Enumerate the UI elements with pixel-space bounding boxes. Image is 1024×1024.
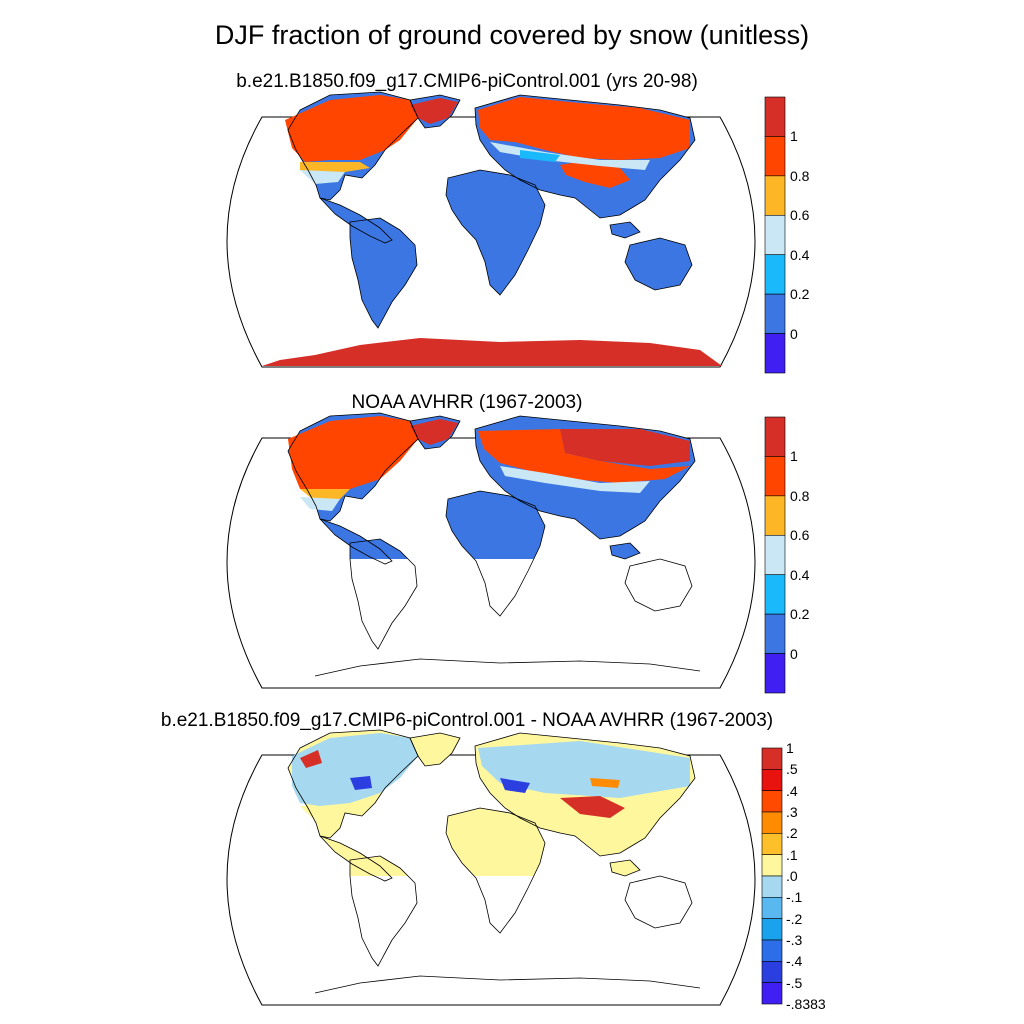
colorbar-tick-label: -.2 bbox=[786, 910, 803, 927]
snow-field bbox=[288, 413, 695, 559]
colorbar-swatch bbox=[761, 875, 783, 898]
colorbar-swatch bbox=[761, 961, 783, 983]
colorbar-swatch bbox=[761, 939, 783, 962]
colorbar-swatch bbox=[761, 769, 783, 791]
colorbar-panel-1 bbox=[764, 96, 786, 374]
colorbar-swatch bbox=[764, 293, 786, 334]
colorbar-tick-label: -.8383 bbox=[786, 996, 826, 1012]
colorbar-tick-label: 1 bbox=[786, 740, 794, 756]
colorbar-tick-label: .1 bbox=[786, 846, 798, 863]
colorbar-swatch bbox=[764, 613, 786, 654]
colorbar-swatch bbox=[764, 136, 786, 177]
colorbar-tick-label: -.1 bbox=[786, 889, 803, 906]
panel-1-title: b.e21.B1850.f09_g17.CMIP6-piControl.001 … bbox=[236, 71, 698, 92]
colorbar-swatch bbox=[761, 747, 783, 770]
colorbar-panel-3 bbox=[761, 747, 783, 1005]
colorbar-tick-label: .5 bbox=[786, 761, 798, 778]
colorbar-swatch bbox=[764, 574, 786, 615]
colorbar-tick-label: 0.6 bbox=[790, 527, 810, 544]
colorbar-tick-label: -.4 bbox=[786, 953, 803, 970]
colorbar-swatch bbox=[761, 811, 783, 834]
colorbar-swatch bbox=[761, 982, 783, 1005]
colorbar-swatch bbox=[764, 416, 786, 457]
colorbar-swatch bbox=[764, 254, 786, 295]
colorbar-tick-label: 0 bbox=[790, 325, 798, 342]
figure-title: DJF fraction of ground covered by snow (… bbox=[214, 20, 810, 50]
colorbar-swatch bbox=[764, 214, 786, 256]
colorbar-tick-label: 0.8 bbox=[790, 487, 810, 504]
colorbar-tick-label: 0.2 bbox=[790, 606, 810, 623]
colorbar-tick-label: 0.8 bbox=[790, 167, 810, 184]
colorbar-tick-label: .0 bbox=[786, 868, 798, 884]
colorbar-tick-label: -.5 bbox=[786, 974, 803, 991]
panel-3-title: b.e21.B1850.f09_g17.CMIP6-piControl.001 … bbox=[160, 710, 774, 731]
colorbar-swatch bbox=[764, 456, 786, 497]
colorbar-panel-2 bbox=[764, 416, 786, 694]
colorbar-swatch bbox=[764, 534, 786, 576]
colorbar-swatch bbox=[761, 897, 783, 919]
colorbar-tick-label: 0.4 bbox=[790, 246, 810, 263]
colorbar-tick-label: 1 bbox=[790, 448, 798, 465]
colorbar-tick-label: 1 bbox=[790, 128, 798, 145]
colorbar-tick-label: 0.4 bbox=[790, 566, 810, 583]
colorbar-tick-label: 0.6 bbox=[790, 207, 810, 224]
colorbar-tick-label: .2 bbox=[786, 825, 798, 842]
snow-field bbox=[262, 92, 722, 366]
colorbar-tick-label: 0 bbox=[790, 645, 798, 662]
colorbar-swatch bbox=[761, 918, 783, 941]
map-panel-1 bbox=[226, 91, 756, 368]
colorbar-swatch bbox=[761, 854, 783, 877]
colorbar-swatch bbox=[761, 790, 783, 813]
colorbar-tick-label: .3 bbox=[786, 804, 798, 820]
colorbar-swatch bbox=[764, 96, 786, 137]
colorbar-swatch bbox=[764, 495, 786, 536]
map-panel-2 bbox=[226, 412, 756, 689]
colorbar-swatch bbox=[764, 333, 786, 374]
difference-field bbox=[288, 730, 695, 876]
panel-2-title: NOAA AVHRR (1967-2003) bbox=[351, 392, 583, 413]
colorbar-tick-label: -.3 bbox=[786, 932, 803, 948]
colorbar-swatch bbox=[764, 653, 786, 694]
colorbar-swatch bbox=[761, 833, 783, 855]
map-panel-3 bbox=[226, 729, 756, 1006]
colorbar-tick-label: 0.2 bbox=[790, 286, 810, 303]
colorbar-swatch bbox=[764, 175, 786, 216]
colorbar-tick-label: .4 bbox=[786, 782, 798, 799]
